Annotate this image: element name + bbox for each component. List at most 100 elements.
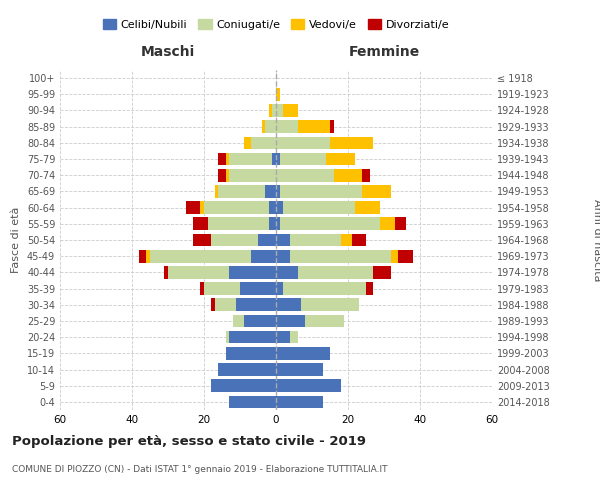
Bar — [298, 266, 373, 278]
Bar — [276, 250, 290, 262]
Bar — [276, 202, 283, 214]
Bar — [200, 282, 204, 295]
Bar — [215, 185, 218, 198]
Bar — [208, 218, 269, 230]
Bar — [395, 218, 406, 230]
Bar — [276, 314, 305, 328]
Bar — [229, 396, 276, 408]
Bar — [229, 331, 276, 344]
Bar — [262, 120, 265, 133]
Bar — [301, 298, 359, 311]
Bar — [391, 250, 398, 262]
Bar — [290, 234, 341, 246]
Bar — [283, 104, 298, 117]
Bar — [164, 266, 168, 278]
Bar — [276, 347, 330, 360]
Bar — [352, 234, 366, 246]
Bar — [330, 120, 334, 133]
Bar — [280, 185, 362, 198]
Bar — [276, 282, 283, 295]
Bar — [218, 363, 276, 376]
Bar — [380, 218, 395, 230]
Bar — [226, 347, 276, 360]
Bar — [283, 282, 366, 295]
Text: Popolazione per età, sesso e stato civile - 2019: Popolazione per età, sesso e stato civil… — [12, 435, 366, 448]
Bar — [276, 152, 280, 166]
Bar — [204, 282, 240, 295]
Bar — [276, 331, 290, 344]
Bar — [276, 234, 290, 246]
Bar — [150, 250, 251, 262]
Bar — [398, 250, 413, 262]
Bar — [211, 380, 276, 392]
Bar — [258, 234, 276, 246]
Bar — [272, 152, 276, 166]
Bar — [276, 396, 323, 408]
Y-axis label: Fasce di età: Fasce di età — [11, 207, 21, 273]
Bar — [229, 266, 276, 278]
Bar — [244, 136, 251, 149]
Text: Maschi: Maschi — [141, 44, 195, 59]
Bar — [276, 185, 280, 198]
Bar — [233, 314, 244, 328]
Bar — [139, 250, 146, 262]
Legend: Celibi/Nubili, Coniugati/e, Vedovi/e, Divorziati/e: Celibi/Nubili, Coniugati/e, Vedovi/e, Di… — [98, 14, 454, 34]
Bar — [218, 152, 226, 166]
Bar — [276, 120, 298, 133]
Bar — [276, 169, 334, 181]
Bar — [280, 152, 326, 166]
Bar — [211, 234, 258, 246]
Bar — [226, 169, 229, 181]
Bar — [226, 152, 229, 166]
Bar — [326, 152, 355, 166]
Bar — [276, 363, 323, 376]
Bar — [229, 152, 272, 166]
Bar — [236, 298, 276, 311]
Bar — [186, 202, 200, 214]
Text: Anni di nascita: Anni di nascita — [592, 198, 600, 281]
Bar — [305, 314, 344, 328]
Bar — [290, 250, 391, 262]
Bar — [341, 234, 352, 246]
Bar — [290, 331, 298, 344]
Bar — [276, 218, 280, 230]
Bar — [355, 202, 380, 214]
Bar — [200, 202, 204, 214]
Bar — [244, 314, 276, 328]
Bar — [362, 185, 391, 198]
Bar — [269, 218, 276, 230]
Text: COMUNE DI PIOZZO (CN) - Dati ISTAT 1° gennaio 2019 - Elaborazione TUTTITALIA.IT: COMUNE DI PIOZZO (CN) - Dati ISTAT 1° ge… — [12, 465, 388, 474]
Bar — [272, 104, 276, 117]
Bar — [146, 250, 150, 262]
Bar — [330, 136, 373, 149]
Bar — [251, 250, 276, 262]
Bar — [276, 88, 280, 101]
Bar — [362, 169, 370, 181]
Bar — [229, 169, 276, 181]
Bar — [366, 282, 373, 295]
Text: Femmine: Femmine — [349, 44, 419, 59]
Bar — [265, 185, 276, 198]
Bar — [168, 266, 229, 278]
Bar — [204, 202, 269, 214]
Bar — [276, 266, 298, 278]
Bar — [211, 298, 215, 311]
Bar — [251, 136, 276, 149]
Bar — [283, 202, 355, 214]
Bar — [334, 169, 362, 181]
Bar — [240, 282, 276, 295]
Bar — [193, 234, 211, 246]
Bar — [280, 218, 380, 230]
Bar — [298, 120, 330, 133]
Bar — [269, 202, 276, 214]
Bar — [269, 104, 272, 117]
Bar — [276, 136, 330, 149]
Bar — [276, 104, 283, 117]
Bar — [218, 169, 226, 181]
Bar — [218, 185, 265, 198]
Bar — [226, 331, 229, 344]
Bar — [215, 298, 236, 311]
Bar — [193, 218, 208, 230]
Bar — [373, 266, 391, 278]
Bar — [276, 298, 301, 311]
